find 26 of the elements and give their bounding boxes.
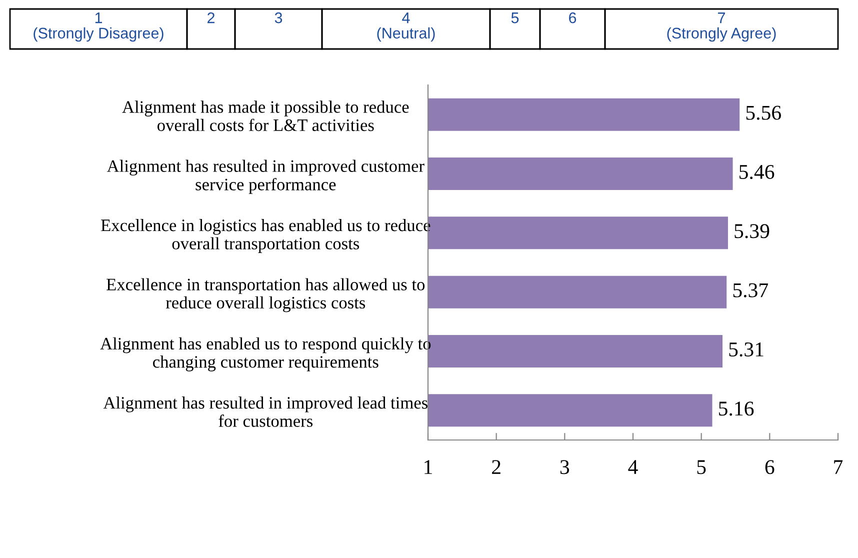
x-tick-label: 1 (424, 460, 432, 474)
y-tick-label: Excellence in logistics has enabled us to reduce overall transportation costs (101, 218, 430, 253)
x-tick-label: 6 (765, 460, 774, 474)
x-tick-label: 4 (628, 460, 638, 474)
text: 3 (274, 12, 282, 24)
text: 7 (Strongly Agree) (667, 12, 776, 42)
data-label: 5.37 (733, 283, 768, 298)
text: 5 (511, 12, 519, 24)
data-label: 5.46 (740, 164, 774, 180)
x-tick-label: 5 (697, 460, 706, 474)
data-label: 5.16 (719, 402, 754, 416)
x-tick-label: 7 (834, 460, 843, 474)
y-tick-label: Alignment has resulted in improved customer service performance (106, 160, 424, 194)
y-tick-label: Excellence in transportation has allowed us to reduce overall logistics costs (106, 278, 425, 312)
y-tick-label: Alignment has resulted in improved lead times for customers (103, 396, 428, 427)
x-tick-label: 2 (492, 460, 500, 474)
data-label: 5.56 (746, 106, 781, 120)
x-tick-label: 3 (560, 460, 570, 474)
text: 1 (Strongly Disagree) (34, 12, 164, 42)
y-tick-label: Alignment has made it possible to reduce overall costs for L&T activities (122, 100, 409, 132)
text: 4 (Neutral) (377, 12, 435, 42)
data-label: 5.31 (729, 342, 764, 357)
y-tick-label: Alignment has enabled us to respond quickly to changing customer requirements (100, 337, 431, 372)
text: 2 (208, 12, 214, 24)
data-label: 5.39 (734, 224, 770, 238)
text: 6 (569, 12, 576, 24)
